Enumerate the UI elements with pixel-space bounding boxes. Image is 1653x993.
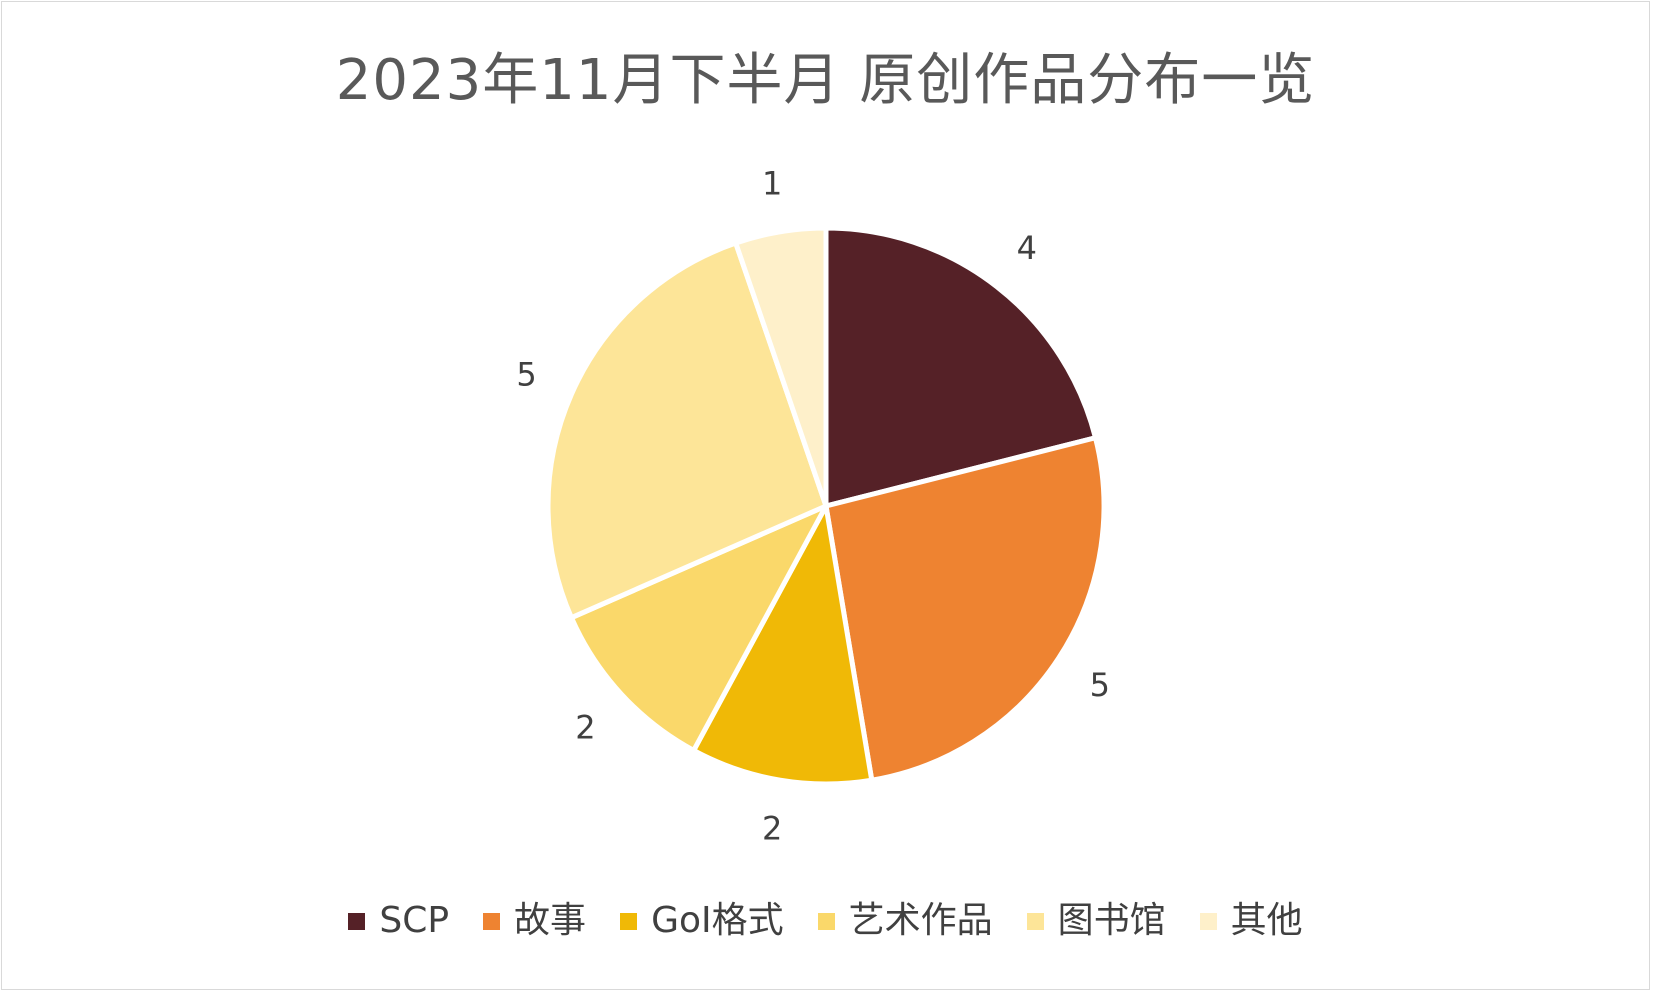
legend-swatch: [1199, 912, 1217, 930]
pie-data-label: 2: [762, 810, 782, 848]
pie-slice-item-1: [823, 435, 1107, 783]
pie-data-labels: 4 5 2 2 5 1: [516, 164, 1110, 847]
legend-swatch: [817, 912, 835, 930]
pie-slice-scp: [823, 225, 1098, 509]
pie-slices: [545, 225, 1107, 787]
legend-swatch: [620, 912, 638, 930]
legend-swatch: [483, 912, 501, 930]
legend-item-goi-format: GoI格式: [620, 898, 784, 944]
legend-item-artwork: 艺术作品: [817, 898, 993, 944]
legend-item-story: 故事: [483, 898, 586, 944]
legend-label: GoI格式: [651, 900, 784, 941]
legend-label: 其他: [1230, 900, 1303, 941]
legend-item-other: 其他: [1199, 898, 1303, 944]
legend-label: 图书馆: [1057, 900, 1166, 941]
legend-swatch: [348, 912, 366, 930]
pie-slice-item-4: [545, 240, 829, 621]
pie-slice-item-3: [568, 503, 829, 753]
chart-title: 2023年11月下半月 原创作品分布一览: [335, 48, 1316, 113]
legend-item-library: 图书馆: [1026, 898, 1166, 944]
pie-slice-goi: [691, 503, 875, 787]
legend-label: SCP: [379, 900, 450, 941]
pie-data-label: 5: [1090, 666, 1110, 704]
pie-data-label: 1: [762, 164, 782, 202]
legend-swatch: [1026, 912, 1044, 930]
legend-label: 艺术作品: [848, 900, 993, 941]
pie-data-label: 4: [1017, 229, 1037, 267]
pie-slice-item-5: [733, 225, 829, 509]
legend: SCP 故事 GoI格式 艺术作品 图书馆 其他: [2, 898, 1649, 944]
legend-label: 故事: [514, 900, 587, 941]
pie-data-label: 5: [516, 356, 536, 394]
legend-item-scp: SCP: [348, 898, 449, 944]
pie-data-label: 2: [575, 708, 595, 746]
